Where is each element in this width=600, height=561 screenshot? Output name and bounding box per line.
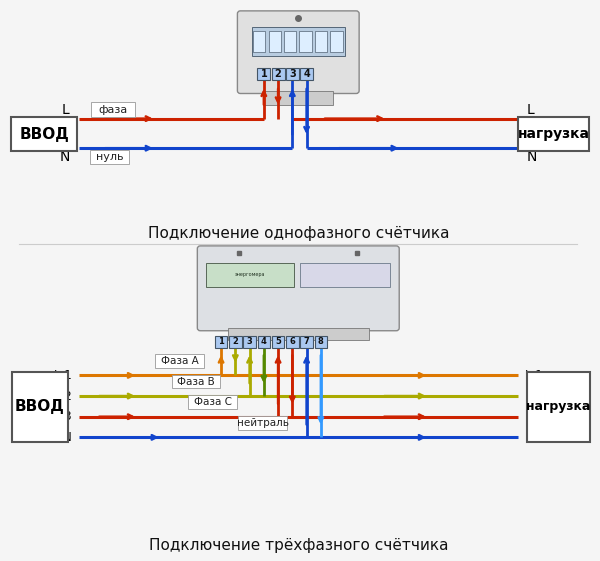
Text: L 3: L 3	[525, 410, 543, 423]
FancyBboxPatch shape	[257, 336, 270, 348]
Text: 4: 4	[261, 337, 267, 346]
Text: L 1: L 1	[54, 369, 71, 382]
FancyBboxPatch shape	[244, 336, 256, 348]
FancyBboxPatch shape	[215, 336, 227, 348]
Text: ВВОД: ВВОД	[15, 399, 65, 414]
Text: Фаза А: Фаза А	[161, 356, 199, 366]
FancyBboxPatch shape	[314, 336, 327, 348]
Text: фаза: фаза	[98, 105, 128, 114]
FancyBboxPatch shape	[257, 67, 271, 80]
FancyBboxPatch shape	[206, 263, 295, 287]
FancyBboxPatch shape	[197, 246, 399, 331]
FancyBboxPatch shape	[300, 67, 313, 80]
FancyBboxPatch shape	[284, 31, 296, 52]
Text: L: L	[62, 103, 70, 117]
Text: L 1: L 1	[525, 369, 543, 382]
FancyBboxPatch shape	[172, 375, 220, 388]
Text: 2: 2	[275, 69, 281, 79]
Text: N: N	[63, 431, 71, 444]
Text: 4: 4	[303, 69, 310, 79]
FancyBboxPatch shape	[286, 67, 299, 80]
FancyBboxPatch shape	[301, 336, 313, 348]
Text: 2: 2	[232, 337, 238, 346]
Text: нагрузка: нагрузка	[526, 400, 590, 413]
Text: 7: 7	[304, 337, 310, 346]
Text: 3: 3	[247, 337, 253, 346]
Text: Фаза С: Фаза С	[194, 397, 232, 407]
FancyBboxPatch shape	[90, 150, 129, 164]
Text: N: N	[525, 431, 534, 444]
FancyBboxPatch shape	[330, 31, 343, 52]
Text: 1: 1	[218, 337, 224, 346]
Text: нагрузка: нагрузка	[518, 127, 590, 141]
FancyBboxPatch shape	[269, 31, 281, 52]
FancyBboxPatch shape	[263, 91, 333, 105]
Text: 8: 8	[318, 337, 324, 346]
Text: L 3: L 3	[54, 410, 71, 423]
FancyBboxPatch shape	[12, 372, 68, 442]
FancyBboxPatch shape	[228, 328, 369, 340]
Text: энергомера: энергомера	[235, 272, 266, 277]
Text: 5: 5	[275, 337, 281, 346]
FancyBboxPatch shape	[301, 263, 391, 287]
FancyBboxPatch shape	[253, 31, 265, 52]
FancyBboxPatch shape	[238, 11, 359, 94]
FancyBboxPatch shape	[272, 67, 284, 80]
Text: N: N	[527, 150, 537, 164]
FancyBboxPatch shape	[155, 354, 204, 367]
FancyBboxPatch shape	[188, 396, 237, 409]
FancyBboxPatch shape	[229, 336, 242, 348]
FancyBboxPatch shape	[238, 416, 287, 430]
Text: Фаза В: Фаза В	[177, 376, 215, 387]
Text: Подключение однофазного счётчика: Подключение однофазного счётчика	[148, 226, 449, 241]
FancyBboxPatch shape	[299, 31, 312, 52]
FancyBboxPatch shape	[91, 103, 135, 117]
FancyBboxPatch shape	[527, 372, 590, 442]
Text: 1: 1	[260, 69, 267, 79]
Text: 6: 6	[289, 337, 295, 346]
FancyBboxPatch shape	[252, 27, 344, 56]
FancyBboxPatch shape	[286, 336, 299, 348]
Text: нуль: нуль	[96, 152, 123, 162]
Text: L: L	[527, 103, 535, 117]
Text: N: N	[59, 150, 70, 164]
Text: Подключение трёхфазного счётчика: Подключение трёхфазного счётчика	[149, 538, 448, 553]
Text: 3: 3	[289, 69, 296, 79]
Text: L 2: L 2	[525, 389, 543, 403]
FancyBboxPatch shape	[518, 117, 589, 151]
Text: ВВОД: ВВОД	[19, 127, 69, 142]
FancyBboxPatch shape	[272, 336, 284, 348]
FancyBboxPatch shape	[11, 117, 77, 151]
Text: нейтраль: нейтраль	[236, 418, 289, 428]
Text: L 2: L 2	[54, 389, 71, 403]
FancyBboxPatch shape	[315, 31, 327, 52]
